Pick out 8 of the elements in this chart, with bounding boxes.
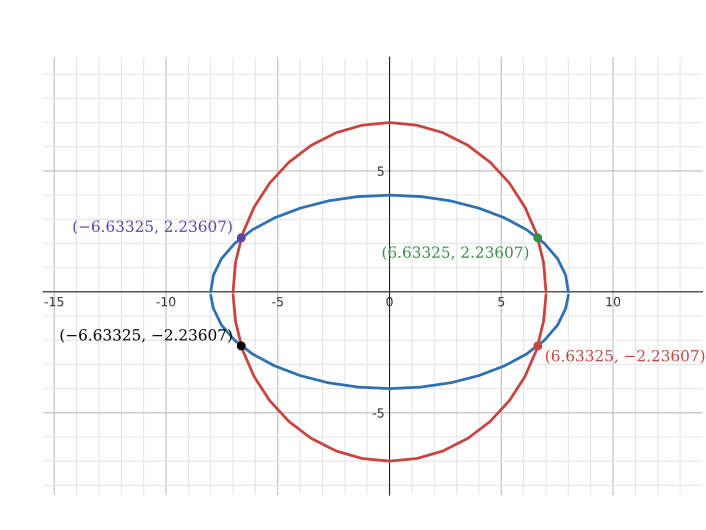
- data-label: (−6.63325, 2.23607): [73, 220, 232, 234]
- x-tick-label: 5: [498, 297, 504, 306]
- x-tick-label: -15: [44, 297, 64, 306]
- x-tick-label: 10: [606, 296, 620, 306]
- data-label: (6.63325, −2.23607): [546, 350, 704, 364]
- data-label: (−6.63325, −2.23607): [60, 328, 232, 343]
- x-tick-label: -5: [272, 297, 283, 306]
- x-tick-label: -10: [156, 296, 176, 306]
